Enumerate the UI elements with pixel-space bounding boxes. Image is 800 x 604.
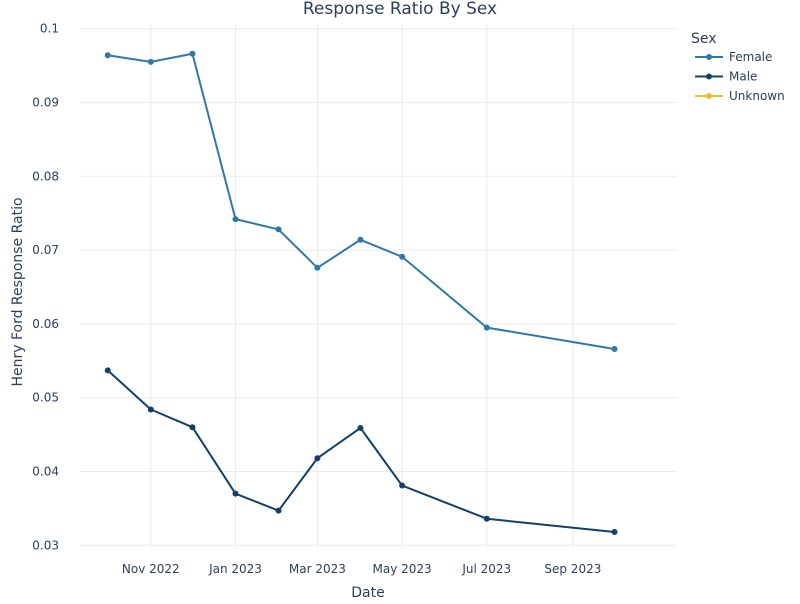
chart-title: Response Ratio By Sex (303, 0, 497, 19)
x-tick-label: Sep 2023 (544, 562, 601, 576)
legend-label-male: Male (729, 70, 757, 84)
y-tick-label: 0.06 (32, 317, 59, 331)
series-line-male (107, 369, 615, 534)
y-tick-label: 0.08 (32, 169, 59, 183)
legend-marker-unknown (706, 93, 712, 99)
data-point-male (275, 507, 282, 514)
data-point-male (357, 424, 364, 431)
data-point-female (275, 226, 282, 233)
legend-title: Sex (691, 31, 717, 47)
legend-marker-male (706, 73, 712, 80)
data-point-female (147, 58, 154, 65)
data-point-male (483, 515, 490, 522)
data-point-male (611, 529, 618, 536)
series-layer (104, 50, 618, 536)
data-point-male (314, 455, 321, 462)
x-tick-label: Jul 2023 (461, 562, 511, 576)
data-point-female (232, 216, 239, 223)
y-axis-title: Henry Ford Response Ratio (10, 197, 26, 386)
y-tick-label: 0.07 (32, 243, 59, 257)
legend-marker-female (706, 54, 712, 60)
data-point-male (232, 490, 239, 497)
legend-label-unknown: Unknown (729, 89, 785, 103)
legend: Sex Female Male Unknown (691, 31, 785, 103)
y-tick-label: 0.03 (32, 538, 59, 552)
data-point-female (399, 253, 406, 260)
data-point-female (483, 324, 490, 331)
legend-label-female: Female (729, 50, 772, 64)
y-tick-label: 0.1 (40, 22, 59, 36)
x-tick-label: May 2023 (373, 562, 432, 576)
data-point-male (189, 424, 196, 431)
x-tick-label: Mar 2023 (289, 562, 346, 576)
grid (80, 25, 677, 549)
data-point-female (314, 264, 321, 271)
data-point-female (611, 345, 618, 352)
series-line-female (107, 52, 615, 350)
data-point-female (357, 236, 364, 243)
data-point-male (147, 406, 154, 413)
x-tick-label: Nov 2022 (122, 562, 180, 576)
data-point-male (399, 482, 406, 489)
data-point-female (104, 52, 111, 59)
x-tick-label: Jan 2023 (208, 562, 262, 576)
data-point-male (104, 367, 111, 374)
axes: 0.03 0.04 0.05 0.06 0.07 0.08 0.09 0.1 Nov 2022 J… (32, 22, 601, 576)
y-tick-label: 0.05 (32, 391, 59, 405)
data-point-female (189, 50, 196, 57)
y-tick-label: 0.04 (32, 465, 59, 479)
x-axis-title: Date (351, 585, 384, 600)
y-tick-label: 0.09 (32, 95, 59, 109)
